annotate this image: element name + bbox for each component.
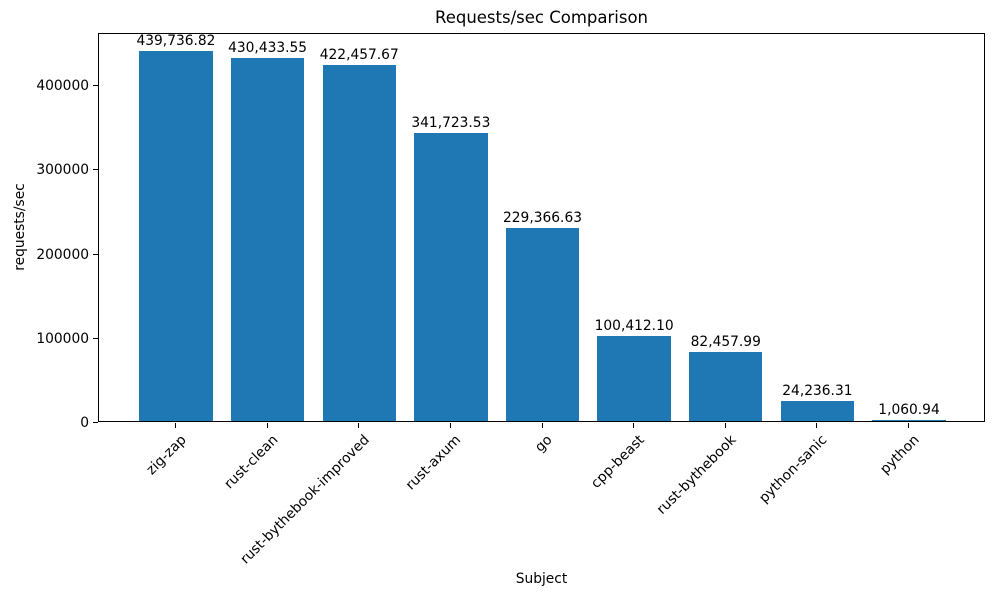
bar xyxy=(689,352,763,421)
x-tick xyxy=(633,423,635,428)
x-tick-label: rust-axum xyxy=(402,432,465,494)
chart-title: Requests/sec Comparison xyxy=(434,8,649,27)
x-tick xyxy=(541,423,543,428)
bar-value-label: 439,736.82 xyxy=(136,33,216,49)
x-tick-label: python-sanic xyxy=(756,432,831,507)
y-tick-label: 400000 xyxy=(36,77,89,94)
x-tick-label: rust-bythebook xyxy=(653,432,740,518)
bar xyxy=(780,401,855,421)
bar-value-label: 341,723.53 xyxy=(411,115,491,131)
bar xyxy=(322,65,396,421)
x-tick xyxy=(816,423,818,428)
y-tick xyxy=(93,422,98,423)
bar-value-label: 229,366.63 xyxy=(503,210,582,226)
x-tick-label: go xyxy=(532,432,556,456)
x-tick-label: rust-clean xyxy=(220,432,281,493)
bar xyxy=(597,336,671,421)
y-tick-label: 100000 xyxy=(36,330,89,347)
y-tick xyxy=(93,169,98,170)
bar xyxy=(414,133,488,421)
y-tick xyxy=(93,254,98,255)
x-tick-label: cpp-beast xyxy=(587,432,648,492)
x-axis-label: Subject xyxy=(515,571,568,587)
bar-value-label: 100,412.10 xyxy=(594,318,674,334)
x-tick xyxy=(449,423,451,428)
y-tick xyxy=(93,338,98,339)
bar-value-label: 422,457.67 xyxy=(319,47,399,63)
bar xyxy=(872,420,946,421)
y-tick xyxy=(93,85,98,86)
bar xyxy=(230,58,305,421)
x-tick xyxy=(266,423,268,428)
bar-value-label: 430,433.55 xyxy=(228,40,308,56)
x-tick-label: python xyxy=(876,432,923,478)
bar-value-label: 82,457.99 xyxy=(690,334,761,350)
bar-value-label: 1,060.94 xyxy=(878,402,940,418)
x-tick-label: zig-zap xyxy=(143,432,190,479)
y-tick-label: 0 xyxy=(80,414,89,431)
bar xyxy=(139,51,213,421)
x-tick xyxy=(724,423,726,428)
plot-area: 439,736.82 430,433.55 422,457.67 341,723.53… xyxy=(98,33,985,422)
x-tick xyxy=(908,423,910,428)
y-tick-label: 300000 xyxy=(36,161,89,178)
x-tick xyxy=(174,423,176,428)
y-tick-label: 200000 xyxy=(36,246,89,263)
x-tick xyxy=(358,423,360,428)
bar-value-label: 24,236.31 xyxy=(782,383,853,399)
bar xyxy=(505,228,580,421)
